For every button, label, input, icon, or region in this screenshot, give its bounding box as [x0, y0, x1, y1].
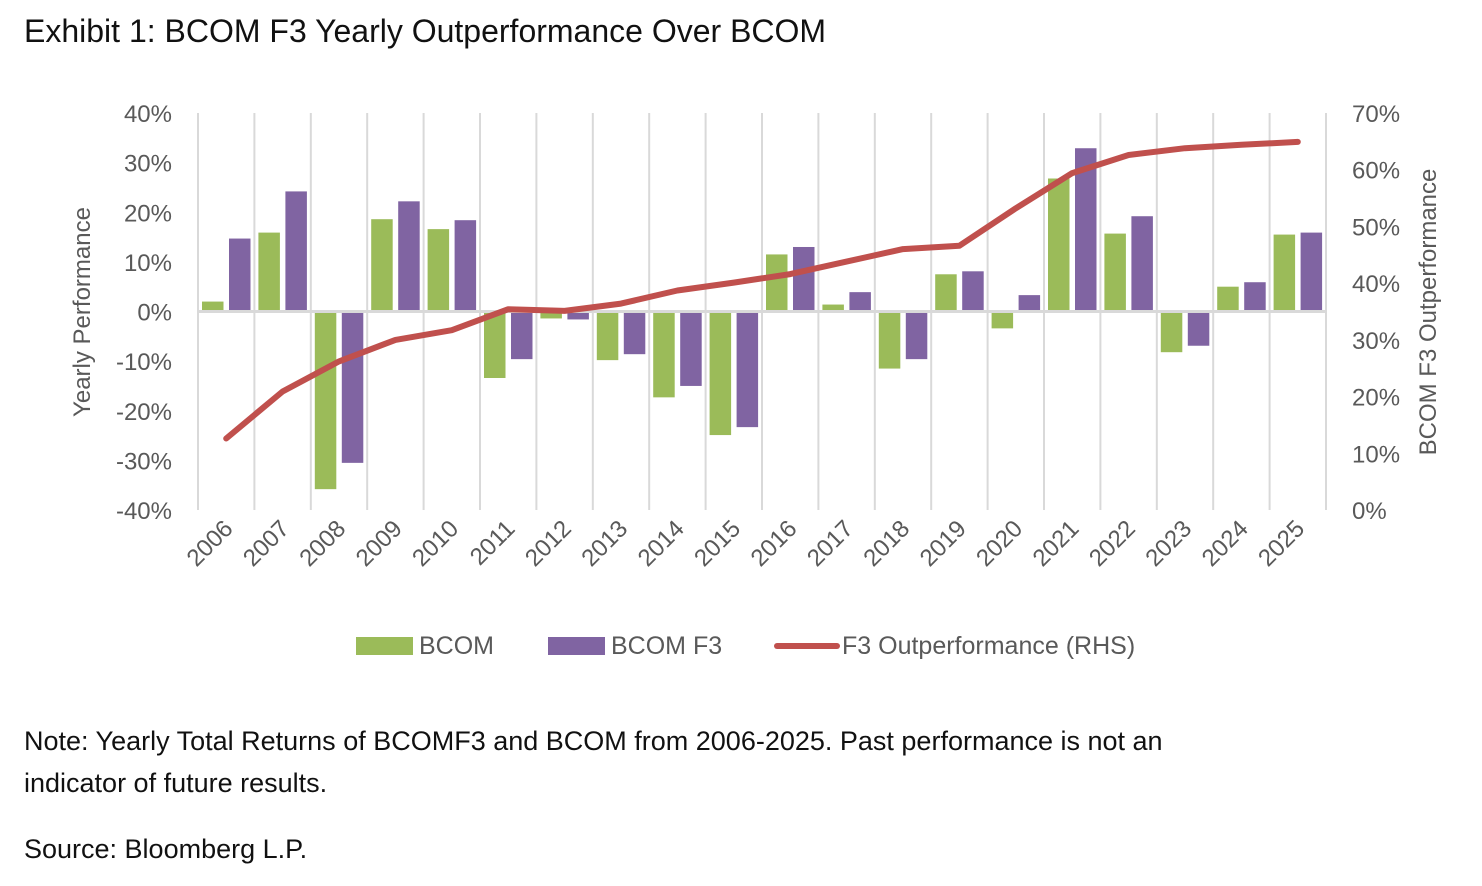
bar-bcom-2021 [1048, 178, 1070, 312]
bar-bcom-f3-2015 [736, 311, 759, 428]
y-tick-label: 30% [124, 151, 172, 178]
y-tick-label: -40% [116, 498, 172, 525]
bar-bcom-2006 [202, 301, 224, 312]
x-axis: 2006 2007 2008 2009 2010 2011 2012 2013 2014 2015… [182, 515, 1310, 572]
y2-tick-label: 60% [1352, 158, 1400, 185]
bar-bcom-f3-2016 [793, 246, 815, 312]
y2-tick-label: 0% [1352, 498, 1387, 525]
bar-bcom-f3-2009 [398, 201, 420, 312]
bar-bcom-f3-2020 [1018, 295, 1041, 312]
y2-tick-label: 50% [1352, 214, 1400, 241]
x-tick-label: 2022 [1084, 515, 1141, 572]
x-tick-label: 2008 [294, 515, 351, 572]
y2-tick-label: 70% [1352, 101, 1400, 128]
x-tick-label: 2013 [576, 515, 633, 572]
y2-tick-label: 30% [1352, 328, 1400, 355]
legend-label-outperformance: F3 Outperformance (RHS) [842, 632, 1135, 660]
legend-label-bcom: BCOM [419, 632, 494, 660]
bar-bcom-2023 [1160, 311, 1183, 353]
bar-bcom-f3-2014 [680, 311, 702, 386]
bar-bcom-2020 [991, 311, 1014, 329]
x-tick-label: 2009 [351, 515, 408, 572]
bar-bcom-f3-2019 [962, 271, 984, 312]
bar-bcom-f3-2010 [454, 220, 477, 312]
legend: BCOM BCOM F3 F3 Outperformance (RHS) [356, 632, 1135, 660]
x-tick-label: 2020 [971, 515, 1028, 572]
y2-tick-label: 40% [1352, 271, 1400, 298]
bar-bcom-f3-2008 [341, 311, 364, 463]
legend-swatch-bcom-f3 [548, 637, 605, 655]
y-tick-label: -20% [116, 399, 172, 426]
bar-bcom-2024 [1217, 286, 1239, 312]
bar-bcom-2011 [484, 311, 506, 378]
bar-bcom-f3-2022 [1131, 216, 1153, 312]
bar-bcom-f3-2025 [1300, 232, 1323, 312]
bar-bcom-f3-2006 [229, 238, 251, 312]
x-tick-label: 2006 [182, 515, 239, 572]
y-axis-right: 70% 60% 50% 40% 30% 20% 10% 0% [1352, 101, 1400, 525]
line-series [223, 138, 1301, 442]
bar-bcom-f3-2021 [1075, 148, 1097, 312]
bar-bcom-f3-2024 [1244, 282, 1266, 312]
x-tick-label: 2018 [858, 515, 915, 572]
bar-bcom-f3-2018 [905, 311, 928, 360]
bars [202, 148, 1323, 490]
y-tick-label: -30% [116, 448, 172, 475]
y-tick-label: -10% [116, 349, 172, 376]
x-tick-label: 2011 [465, 515, 521, 571]
y-axis-title: Yearly Performance [69, 207, 96, 417]
bar-bcom-2010 [427, 229, 450, 312]
bar-bcom-2017 [822, 304, 844, 312]
x-tick-label: 2015 [689, 515, 746, 572]
y-axis-left: 40% 30% 20% 10% 0% -10% -20% -30% -40% [116, 101, 172, 525]
x-tick-label: 2024 [1197, 515, 1254, 572]
bar-bcom-2008 [314, 311, 337, 490]
y2-tick-label: 20% [1352, 385, 1400, 412]
bar-bcom-f3-2013 [623, 311, 646, 355]
x-tick-label: 2025 [1253, 515, 1310, 572]
source-text: Source: Bloomberg L.P. [24, 834, 307, 864]
x-tick-label: 2007 [238, 515, 295, 572]
x-tick-label: 2021 [1028, 515, 1085, 572]
bar-bcom-2009 [371, 219, 393, 312]
y2-axis-title: BCOM F3 Outperformance [1415, 169, 1442, 456]
bar-bcom-2007 [258, 232, 280, 312]
y2-tick-label: 10% [1352, 441, 1400, 468]
bar-bcom-2025 [1273, 234, 1296, 312]
bar-bcom-f3-2023 [1187, 311, 1210, 346]
note-line-1: Note: Yearly Total Returns of BCOMF3 and… [24, 726, 1163, 756]
legend-swatch-bcom [356, 637, 413, 655]
bar-bcom-f3-2012 [567, 311, 589, 320]
y-tick-label: 10% [124, 250, 172, 277]
note-line-2: indicator of future results. [24, 768, 327, 798]
bar-bcom-2019 [935, 274, 957, 312]
chart-title: Exhibit 1: BCOM F3 Yearly Outperformance… [24, 13, 826, 49]
x-tick-label: 2023 [1140, 515, 1197, 572]
bar-bcom-2015 [709, 311, 732, 436]
legend-label-bcom-f3: BCOM F3 [611, 632, 722, 660]
x-tick-label: 2010 [407, 515, 464, 572]
y-tick-label: 20% [124, 200, 172, 227]
y-tick-label: 0% [137, 300, 172, 327]
bar-bcom-2014 [653, 311, 675, 398]
bar-bcom-2022 [1104, 233, 1126, 312]
x-tick-label: 2014 [633, 515, 690, 572]
bar-bcom-2012 [540, 311, 562, 319]
bar-bcom-2013 [596, 311, 619, 361]
bar-bcom-f3-2007 [285, 191, 307, 312]
x-tick-label: 2019 [915, 515, 972, 572]
bar-bcom-f3-2011 [511, 311, 533, 360]
x-tick-label: 2012 [520, 515, 577, 572]
line-f3-outperformance [223, 138, 1301, 442]
bar-bcom-2018 [878, 311, 901, 369]
x-tick-label: 2016 [746, 515, 803, 572]
x-tick-label: 2017 [802, 515, 859, 572]
bar-bcom-f3-2017 [849, 292, 871, 312]
y-tick-label: 40% [124, 101, 172, 128]
bar-bcom-2016 [766, 254, 788, 312]
